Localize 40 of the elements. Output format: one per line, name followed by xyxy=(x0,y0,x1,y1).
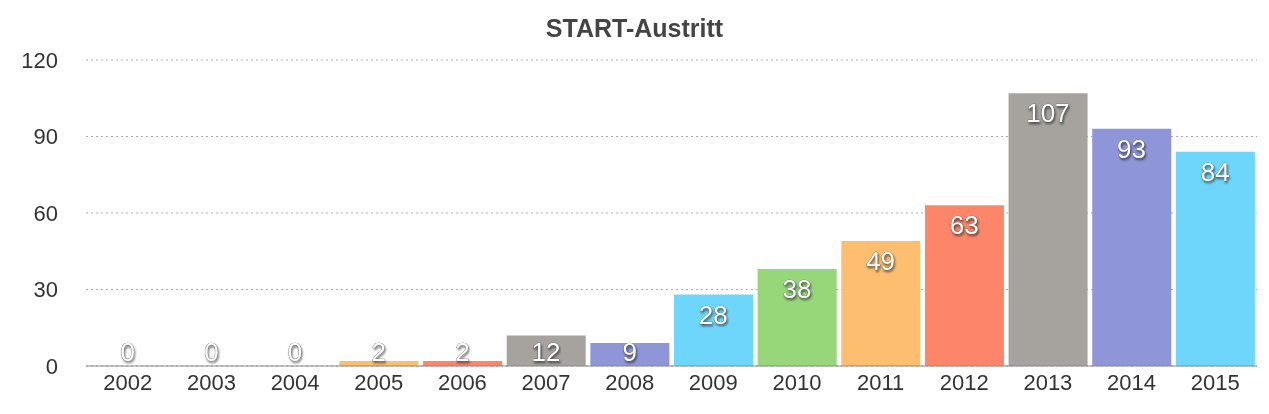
y-tick-label: 60 xyxy=(33,200,58,226)
data-label: 38 xyxy=(782,274,812,305)
bar xyxy=(841,241,921,366)
data-label: 12 xyxy=(531,337,561,367)
y-tick-label: 90 xyxy=(33,124,58,150)
data-label: 0 xyxy=(204,337,219,367)
x-tick-label: 2006 xyxy=(437,369,487,395)
x-tick-label: 2011 xyxy=(856,369,905,395)
x-tick-label: 2015 xyxy=(1190,369,1240,395)
y-tick-label: 0 xyxy=(45,353,58,379)
x-tick-label: 2007 xyxy=(521,369,571,395)
data-label: 28 xyxy=(698,299,728,330)
x-tick-label: 2008 xyxy=(605,369,655,395)
x-tick-label: 2002 xyxy=(103,369,153,395)
x-tick-label: 2005 xyxy=(354,369,404,395)
data-label: 49 xyxy=(866,246,896,277)
y-tick-label: 30 xyxy=(33,277,58,303)
data-label: 2 xyxy=(371,337,386,367)
chart-title: START-Austritt xyxy=(545,14,724,42)
bar xyxy=(1092,128,1172,366)
data-label: 107 xyxy=(1026,98,1070,129)
data-label: 0 xyxy=(287,337,303,367)
data-label: 93 xyxy=(1117,133,1146,164)
data-label: 63 xyxy=(949,210,979,241)
data-label: 0 xyxy=(120,337,136,367)
x-tick-label: 2009 xyxy=(688,369,738,395)
x-tick-label: 2013 xyxy=(1023,369,1073,395)
bar xyxy=(674,294,754,366)
bar xyxy=(757,269,837,366)
bar xyxy=(924,205,1004,366)
data-label: 9 xyxy=(622,337,637,367)
x-tick-label: 2014 xyxy=(1107,369,1157,395)
bar xyxy=(1175,151,1255,366)
data-label: 2 xyxy=(455,337,470,367)
x-tick-label: 2003 xyxy=(186,369,236,395)
x-tick-label: 2004 xyxy=(270,369,320,395)
data-label: 84 xyxy=(1200,156,1230,187)
x-tick-label: 2010 xyxy=(772,369,822,395)
x-tick-label: 2012 xyxy=(939,369,989,395)
y-tick-label: 120 xyxy=(21,47,58,73)
